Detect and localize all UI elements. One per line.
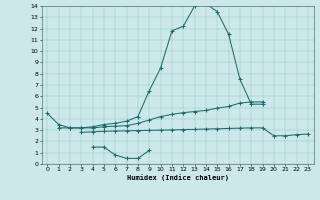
X-axis label: Humidex (Indice chaleur): Humidex (Indice chaleur) [127,174,228,181]
